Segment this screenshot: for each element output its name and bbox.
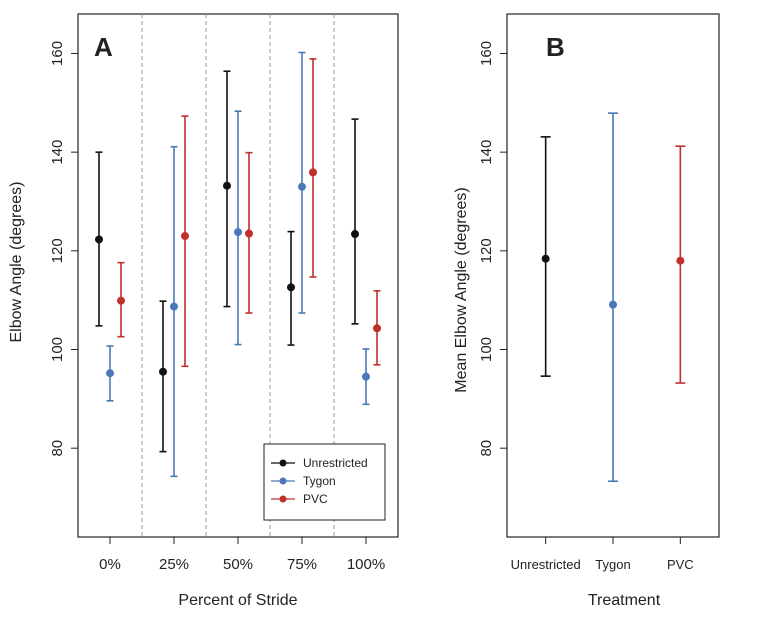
panel-a-letter: A	[94, 32, 113, 62]
error-bar-pvc-25	[181, 115, 189, 368]
error-bar-tygon-75-point	[298, 182, 306, 191]
panel-b-error-bars	[540, 112, 686, 483]
panel-b-error-bar-pvc-point	[676, 256, 685, 265]
panel-b-error-bar-pvc	[675, 145, 686, 384]
panel-b-error-bar-unrestricted-point	[541, 254, 550, 263]
panel-b-y-tick-label-100: 100	[478, 337, 495, 362]
panel-b-x-tick-label-tygon: Tygon	[595, 557, 630, 572]
error-bar-tygon-100	[362, 348, 370, 406]
panel-a-x-tick-label-25: 25%	[159, 556, 189, 573]
error-bar-tygon-0-point	[106, 369, 114, 378]
panel-a-x-tick-label-100: 100%	[347, 556, 385, 573]
error-bar-tygon-50-point	[234, 228, 242, 237]
panel-b-letter: B	[546, 32, 565, 62]
panel-a-y-tick-label-100: 100	[49, 337, 66, 362]
error-bar-pvc-100	[373, 289, 381, 366]
panel-b-x-axis-title: Treatment	[588, 592, 661, 609]
panel-a-x-tick-label-0: 0%	[99, 556, 121, 573]
legend-entry-unrestricted: Unrestricted	[271, 456, 368, 470]
error-bar-pvc-50	[245, 151, 253, 314]
error-bar-unrestricted-25-point	[159, 367, 167, 376]
error-bar-pvc-75-point	[309, 168, 317, 177]
error-bar-unrestricted-50	[223, 70, 231, 308]
panel-a-y-axis-title: Elbow Angle (degrees)	[8, 182, 25, 343]
error-bar-unrestricted-50-point	[223, 181, 231, 190]
panel-b-x-tick-label-pvc: PVC	[667, 557, 694, 572]
legend-entry-pvc: PVC	[271, 492, 328, 506]
panel-b-x-tick-label-unrestricted: Unrestricted	[511, 557, 581, 572]
error-bar-tygon-25	[170, 145, 178, 478]
panel-a-y-tick-label-80: 80	[49, 440, 66, 457]
panel-a-x-tick-label-50: 50%	[223, 556, 253, 573]
error-bar-tygon-25-point	[170, 302, 178, 311]
legend-marker-tygon	[279, 477, 287, 485]
panel-a-x-tick-label-75: 75%	[287, 556, 317, 573]
error-bar-unrestricted-100	[351, 118, 359, 325]
error-bar-unrestricted-75	[287, 230, 295, 346]
panel-b-x-axis: Unrestricted Tygon PVC	[511, 536, 694, 572]
error-bar-tygon-50	[234, 110, 242, 346]
error-bar-unrestricted-0	[95, 151, 103, 327]
legend-label-tygon: Tygon	[303, 474, 336, 488]
panel-b: B 80 100 120 140 160 Unrestricted Tygon PVC Tr…	[453, 13, 720, 609]
panel-b-y-axis-title: Mean Elbow Angle (degrees)	[453, 187, 470, 392]
error-bar-pvc-50-point	[245, 229, 253, 238]
panel-a-x-axis: 0% 25% 50% 75% 100%	[99, 536, 385, 573]
panel-b-error-bar-tygon	[608, 112, 618, 483]
error-bar-pvc-75	[309, 58, 317, 278]
error-bar-unrestricted-25	[159, 300, 167, 453]
panel-b-y-tick-label-140: 140	[478, 140, 495, 165]
panel-b-y-tick-label-120: 120	[478, 238, 495, 263]
error-bar-unrestricted-100-point	[351, 230, 359, 239]
legend-marker-unrestricted	[279, 459, 287, 467]
panel-b-y-axis: 80 100 120 140 160	[478, 41, 508, 457]
error-bar-unrestricted-0-point	[95, 235, 103, 244]
panel-a: A 80 100 120 140 160 0% 25% 50% 75% 100% Percent…	[8, 13, 399, 609]
error-bar-tygon-100-point	[362, 372, 370, 381]
panel-b-y-tick-label-160: 160	[478, 41, 495, 66]
legend: Unrestricted Tygon PVC	[263, 443, 386, 521]
error-bar-pvc-0-point	[117, 296, 125, 305]
panel-b-error-bar-unrestricted	[540, 136, 551, 377]
legend-label-pvc: PVC	[303, 492, 328, 506]
error-bar-pvc-0	[117, 261, 125, 338]
error-bar-tygon-75	[298, 51, 306, 314]
panel-a-x-axis-title: Percent of Stride	[178, 592, 297, 609]
error-bar-pvc-25-point	[181, 232, 189, 241]
panel-b-error-bar-tygon-point	[609, 300, 617, 309]
panel-a-y-tick-label-120: 120	[49, 238, 66, 263]
error-bar-unrestricted-75-point	[287, 283, 295, 292]
panel-a-y-tick-label-160: 160	[49, 41, 66, 66]
panel-b-y-tick-label-80: 80	[478, 440, 495, 457]
error-bar-tygon-0	[106, 345, 114, 402]
error-bar-pvc-100-point	[373, 324, 381, 333]
legend-label-unrestricted: Unrestricted	[303, 456, 368, 470]
panel-a-y-tick-label-140: 140	[49, 140, 66, 165]
panel-a-error-bars	[95, 51, 381, 478]
panel-a-y-axis: 80 100 120 140 160	[49, 41, 79, 457]
legend-entry-tygon: Tygon	[271, 474, 336, 488]
legend-marker-pvc	[279, 495, 287, 503]
